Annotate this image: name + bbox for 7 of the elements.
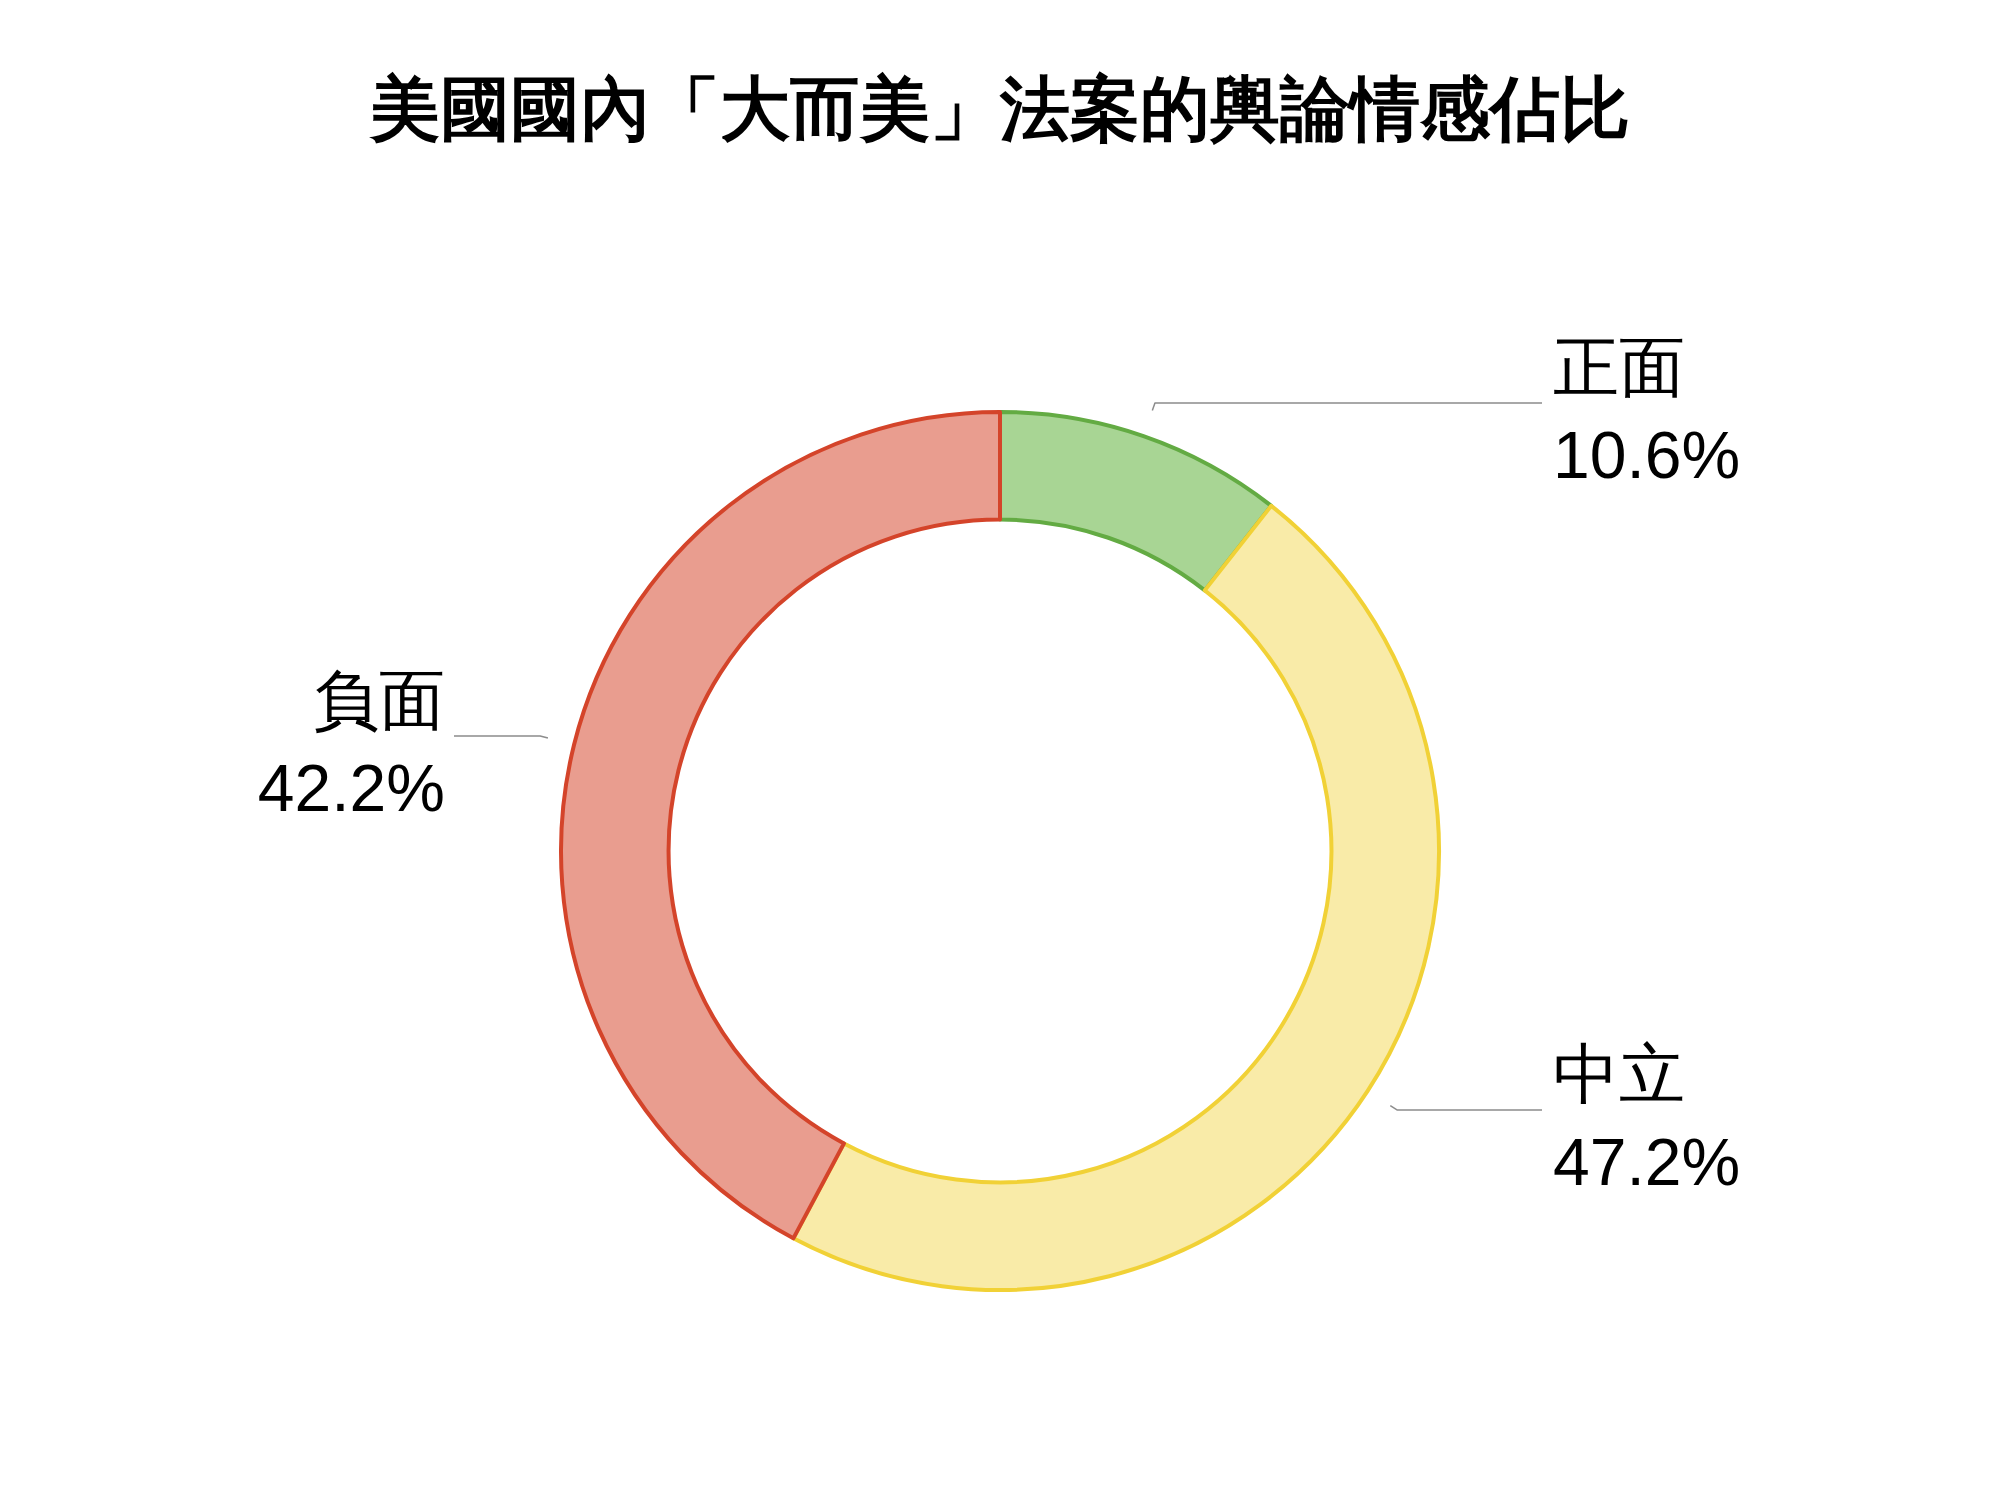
data-label: 42.2% bbox=[257, 751, 445, 826]
slice-label: 負面 bbox=[313, 663, 445, 738]
data-label: 10.6% bbox=[1553, 418, 1741, 493]
slice-label: 正面 bbox=[1553, 330, 1685, 405]
slice-label: 中立 bbox=[1553, 1036, 1685, 1111]
data-label: 47.2% bbox=[1553, 1124, 1741, 1199]
chart-title: 美國國內「大而美」法案的輿論情感佔比 bbox=[369, 71, 1630, 149]
